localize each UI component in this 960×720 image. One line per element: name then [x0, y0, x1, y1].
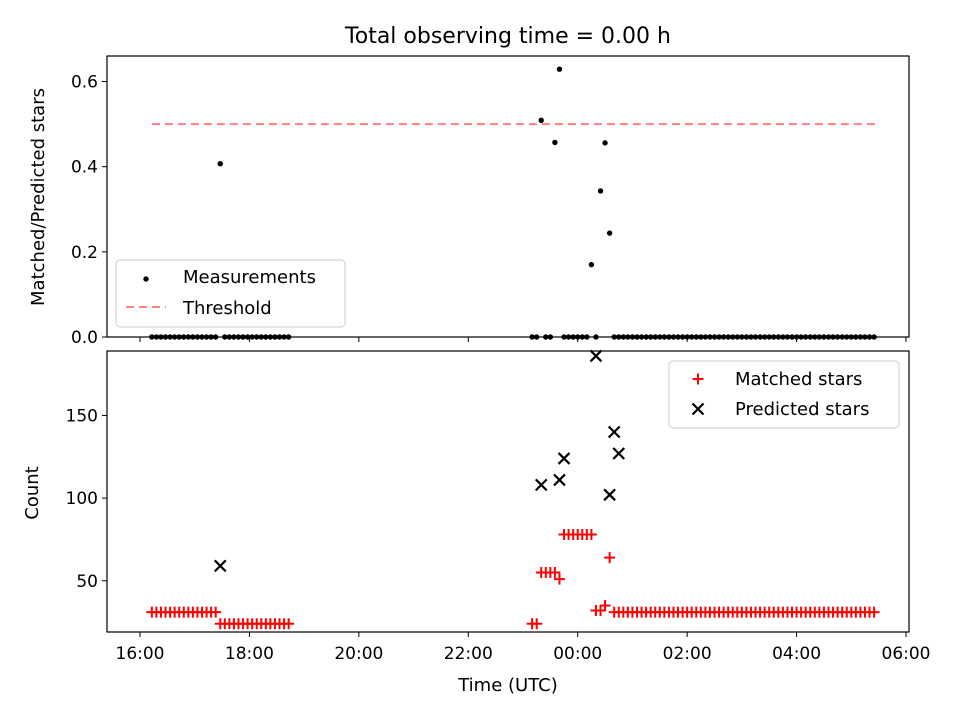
legend-plus-glyph: [692, 373, 704, 385]
matched-star-point: [553, 573, 565, 585]
count-x-tick-label: 02:00: [663, 644, 712, 664]
predicted-star-point: [589, 349, 603, 363]
matched-star-point: [283, 618, 295, 630]
count-y-ticks: 50 100 150: [66, 406, 107, 592]
chart-title: Total observing time = 0.00 h: [344, 24, 671, 49]
count-legend-box: [668, 360, 900, 429]
count-y-tick-label: 50: [76, 572, 98, 592]
cross-stroke: [603, 488, 616, 502]
legend-matched-marker: [692, 373, 704, 385]
cross-stroke: [691, 402, 705, 416]
ratio-y-axis-label: Matched/Predicted stars: [28, 88, 49, 306]
cross-stroke: [612, 447, 626, 460]
count-x-tick-label: 20:00: [334, 644, 383, 664]
measurement-point: [606, 230, 613, 236]
count-y-tick-label: 150: [66, 406, 98, 426]
measurement-point: [538, 117, 544, 123]
legend-measurement-marker: [143, 276, 149, 282]
legend-measurements-label: Measurements: [183, 267, 316, 288]
predicted-star-point: [603, 488, 616, 502]
measurement-point: [597, 188, 604, 194]
count-x-tick-label: 04:00: [772, 644, 821, 664]
count-panel: 50 100 150 16:00 18:00 20:00 22:00 00:00 02:00 0…: [22, 349, 931, 696]
matched-star-point: [585, 528, 597, 540]
count-x-ticks: 16:00 18:00 20:00 22:00 00:00 02:00 04:00 06:00: [116, 632, 931, 664]
measurement-point: [217, 161, 223, 167]
predicted-star-point: [534, 478, 548, 492]
matched-star-point: [604, 552, 616, 564]
measurement-point: [602, 140, 608, 146]
matched-star-point: [549, 566, 561, 578]
x-axis-label: Time (UTC): [457, 675, 558, 696]
predicted-stars-points: [213, 349, 626, 573]
count-x-tick-label: 22:00: [444, 644, 493, 664]
count-y-axis-label: Count: [22, 466, 43, 519]
ratio-legend-box: [115, 259, 346, 328]
cross-stroke: [553, 473, 566, 487]
cross-stroke: [213, 559, 227, 573]
matched-star-point: [868, 606, 880, 618]
count-x-tick-label: 16:00: [116, 644, 165, 664]
predicted-star-point: [557, 452, 571, 465]
predicted-star-point: [553, 473, 566, 487]
ratio-y-tick-label: 0.6: [71, 73, 98, 93]
measurement-point: [552, 139, 558, 146]
ratio-legend: Measurements Threshold: [115, 259, 346, 328]
count-y-tick-label: 100: [66, 489, 98, 509]
matched-stars-points: [146, 528, 880, 630]
count-legend: Matched stars Predicted stars: [668, 360, 900, 429]
ratio-axes-frame: [106, 55, 910, 338]
count-x-tick-label: 00:00: [553, 644, 602, 664]
ratio-y-tick-label: 0.0: [71, 328, 98, 348]
predicted-star-point: [612, 447, 626, 460]
measurement-point: [588, 261, 595, 268]
ratio-y-tick-label: 0.2: [71, 243, 98, 263]
cross-stroke: [589, 349, 603, 363]
measurement-point: [556, 66, 563, 72]
matched-star-point: [210, 606, 222, 618]
ratio-y-tick-label: 0.4: [71, 158, 98, 178]
predicted-star-point: [607, 425, 621, 439]
legend-cross-glyph: [691, 402, 705, 416]
matched-star-point: [531, 618, 543, 630]
matched-star-point: [599, 600, 611, 612]
count-x-tick-label: 18:00: [225, 644, 274, 664]
legend-threshold-label: Threshold: [182, 298, 272, 319]
cross-stroke: [607, 425, 621, 439]
predicted-star-point: [213, 559, 227, 573]
legend-predicted-label: Predicted stars: [735, 399, 869, 420]
legend-matched-label: Matched stars: [735, 369, 862, 390]
ratio-panel: 0.0 0.2 0.4 0.6 Matched/Predicted stars Mea…: [28, 55, 910, 348]
cross-stroke: [534, 478, 548, 492]
legend-predicted-marker: [691, 402, 705, 416]
cross-stroke: [557, 452, 571, 465]
count-x-tick-label: 06:00: [882, 644, 931, 664]
count-axes-frame: [106, 350, 910, 633]
ratio-y-ticks: 0.0 0.2 0.4 0.6: [71, 73, 107, 348]
